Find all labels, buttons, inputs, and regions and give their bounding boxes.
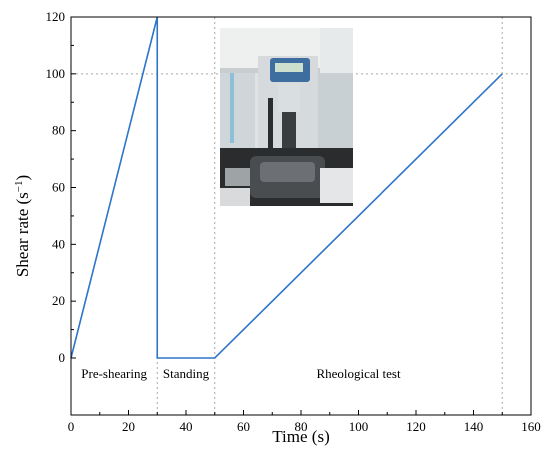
x-axis-ticks: 0 20 40 60 80 100 120 140 160 xyxy=(68,410,541,434)
rheometer-photo xyxy=(220,28,353,206)
y-axis-title-close: ) xyxy=(13,175,32,181)
y-tick-label: 0 xyxy=(59,350,66,365)
x-axis-title: Time (s) xyxy=(272,427,329,446)
y-axis-title-superscript: −1 xyxy=(13,180,25,192)
x-tick-label: 0 xyxy=(68,419,75,434)
y-axis-ticks: 0 20 40 60 80 100 120 xyxy=(46,9,76,365)
phase-label: Pre-shearing xyxy=(81,366,147,381)
shear-rate-series-line xyxy=(70,16,503,359)
x-tick-label: 60 xyxy=(237,419,250,434)
phase-label: Rheological test xyxy=(316,366,401,381)
y-tick-label: 20 xyxy=(52,293,65,308)
y-tick-label: 40 xyxy=(52,236,65,251)
y-tick-label: 120 xyxy=(46,9,66,24)
y-tick-label: 100 xyxy=(46,66,66,81)
x-tick-label: 140 xyxy=(464,419,484,434)
x-tick-label: 40 xyxy=(180,419,193,434)
phase-labels: Pre-shearing Standing Rheological test xyxy=(81,366,401,381)
series-layer xyxy=(70,16,503,359)
x-tick-label: 80 xyxy=(295,419,308,434)
x-tick-label: 160 xyxy=(521,419,541,434)
phase-label: Standing xyxy=(163,366,210,381)
y-tick-label: 80 xyxy=(52,123,65,138)
y-axis-title: Shear rate (s−1) xyxy=(13,175,32,277)
x-tick-label: 20 xyxy=(122,419,135,434)
y-axis-title-main: Shear rate (s xyxy=(13,192,32,277)
y-tick-label: 60 xyxy=(52,180,65,195)
x-tick-label: 120 xyxy=(406,419,426,434)
x-tick-label: 100 xyxy=(349,419,369,434)
